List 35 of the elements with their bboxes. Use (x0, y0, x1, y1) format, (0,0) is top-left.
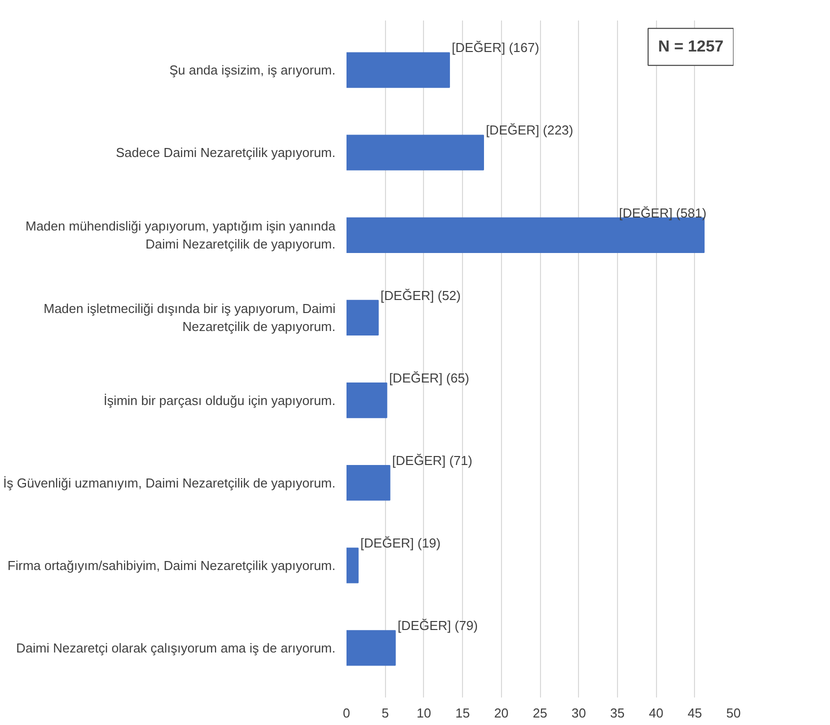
bar (346, 382, 388, 418)
x-tick-label: 5 (382, 706, 389, 720)
y-tick-label: Maden mühendisliği yapıyorum, yaptığım işin yanında Daimi Nezaretçilik de yapıyorum. (26, 218, 336, 252)
bar (346, 300, 379, 336)
y-tick-label: Maden işletmeciliği dışında bir iş yapıyorum, Daimi Nezaretçilik de yapıyorum. (44, 301, 336, 334)
y-tick-label: Daimi Nezaretçi olarak çalışıyorum ama iş de arıyorum. (16, 640, 336, 656)
annotation: [DEĞER] (79) (398, 618, 478, 634)
x-tick-label: 0 (342, 706, 350, 720)
bar (346, 630, 396, 666)
y-tick-label: Firma ortağıyım/sahibiyim, Daimi Nezaretçilik yapıyorum. (8, 558, 336, 573)
bar (346, 52, 450, 88)
bar (346, 548, 359, 584)
y-tick-label: İş Güvenliği uzmanıyım, Daimi Nezaretçilik de yapıyorum. (3, 475, 336, 490)
x-tick-label: 10 (416, 706, 432, 720)
y-tick-label: Sadece Daimi Nezaretçilik yapıyorum. (116, 145, 336, 160)
annotation: [DEĞER] (19) (360, 536, 441, 551)
x-tick-label: 50 (726, 706, 741, 720)
annotation: [DEĞER] (52) (380, 288, 461, 303)
x-tick-label: 25 (532, 706, 548, 720)
x-tick-label: 45 (688, 706, 702, 720)
x-tick-label: 35 (610, 706, 625, 720)
bar (346, 465, 390, 501)
bar (346, 134, 484, 170)
annotation: [DEĞER] (65) (389, 370, 470, 386)
y-tick-label: İşimin bir parçası olduğu için yapıyorum. (104, 392, 336, 408)
annotation: N = 1257 (658, 38, 724, 56)
x-tick-label: 30 (571, 706, 586, 720)
annotation: [DEĞER] (167) (452, 40, 540, 56)
annotation: [DEĞER] (71) (392, 452, 472, 468)
x-tick-label: 15 (455, 706, 470, 720)
x-tick-label: 40 (648, 706, 664, 720)
x-tick-label: 20 (494, 706, 509, 720)
annotation: [DEĞER] (223) (486, 122, 574, 138)
y-tick-label: Şu anda işsizim, iş arıyorum. (169, 62, 336, 78)
annotation: [DEĞER] (581) (618, 205, 706, 220)
